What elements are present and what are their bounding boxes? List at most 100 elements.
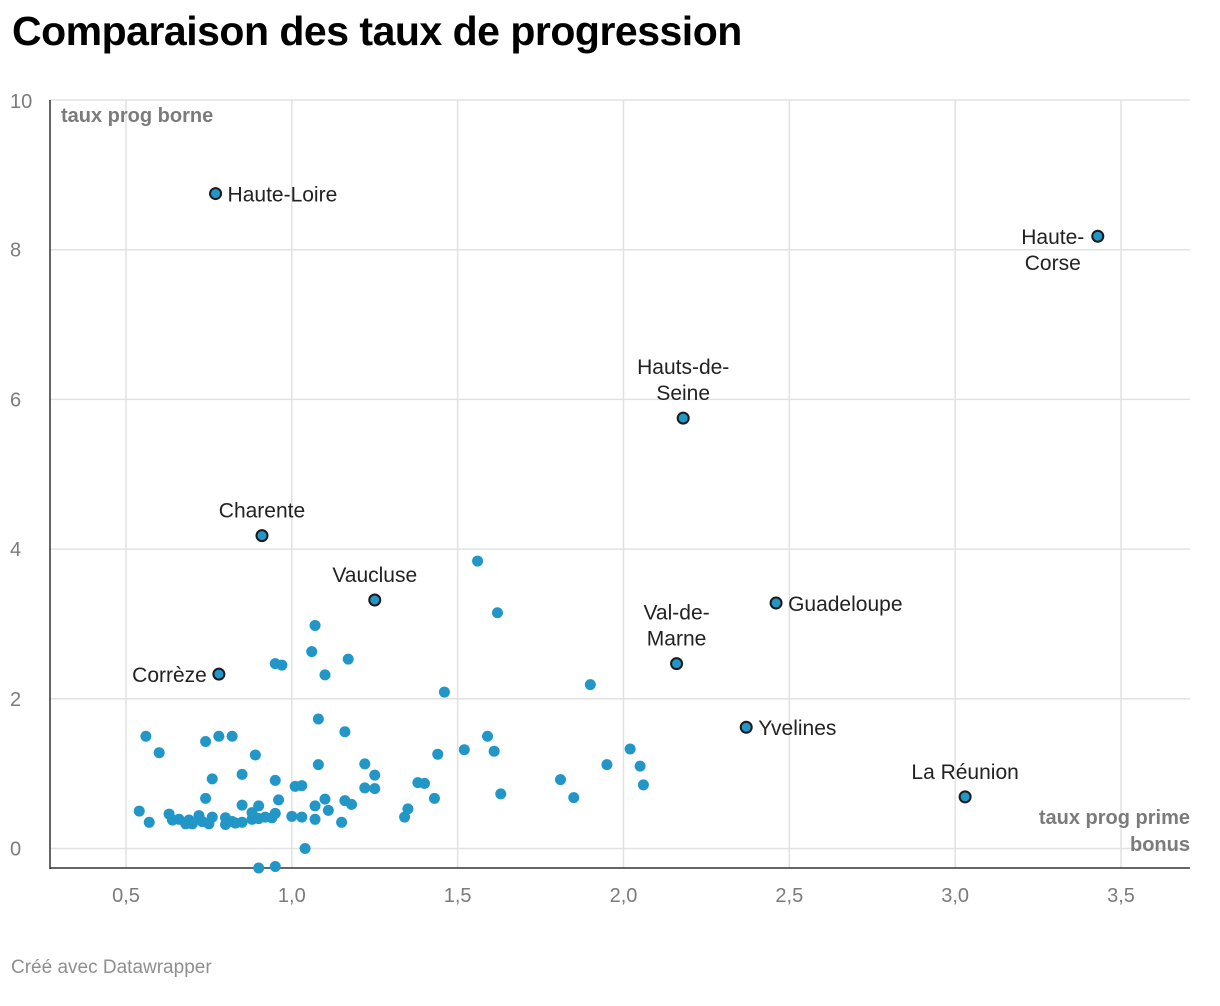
point-label: Yvelines — [758, 717, 836, 740]
highlighted-points — [209, 187, 1105, 804]
data-point — [346, 798, 358, 810]
y-tick-label: 2 — [10, 689, 21, 711]
data-point — [624, 743, 636, 755]
data-point — [269, 774, 281, 786]
x-tick-label: 1,5 — [444, 885, 472, 907]
point-label: Vaucluse — [332, 564, 417, 587]
y-axis-title: taux prog borne — [61, 105, 213, 127]
data-point — [601, 759, 613, 771]
data-point — [568, 792, 580, 804]
data-point — [458, 744, 470, 756]
point-labels: Haute-Loire Haute-Corse Hauts-de-Seine Char… — [132, 184, 1084, 784]
y-tick-label: 0 — [10, 839, 21, 861]
point-label: Haute-Corse — [1021, 226, 1084, 275]
y-tick-label: 6 — [10, 389, 21, 411]
data-point — [140, 730, 152, 742]
highlighted-point — [676, 411, 690, 425]
data-point — [153, 747, 165, 759]
credit-text: Créé avec Datawrapper — [11, 957, 212, 978]
y-tick-label: 8 — [10, 240, 21, 262]
data-point — [584, 679, 596, 691]
highlighted-point — [769, 596, 783, 610]
data-point — [491, 607, 503, 619]
highlighted-point — [255, 529, 269, 543]
data-point — [342, 653, 354, 665]
data-point — [359, 782, 371, 794]
x-tick-label: 1,0 — [278, 885, 306, 907]
data-point — [266, 812, 278, 824]
data-point — [133, 805, 145, 817]
data-point — [634, 760, 646, 772]
highlighted-point — [958, 790, 972, 804]
data-point — [309, 800, 321, 812]
data-point — [200, 735, 212, 747]
x-tick-label: 2,0 — [610, 885, 638, 907]
data-point — [419, 777, 430, 789]
data-point — [273, 794, 285, 806]
data-point — [299, 843, 311, 854]
data-point — [402, 803, 414, 815]
point-label: Haute-Loire — [228, 184, 338, 207]
data-point — [309, 619, 321, 631]
data-point — [432, 748, 444, 760]
highlighted-point — [209, 187, 223, 201]
data-point — [336, 816, 348, 828]
data-point — [554, 774, 566, 786]
data-point — [203, 818, 215, 830]
data-point — [296, 811, 308, 823]
data-point — [206, 773, 218, 785]
data-point — [236, 799, 248, 811]
data-point — [482, 730, 494, 742]
data-point — [339, 726, 351, 738]
chart-title: Comparaison des taux de progression — [12, 8, 742, 54]
data-point — [306, 646, 318, 658]
data-point — [276, 659, 288, 671]
x-tick-label: 3,0 — [941, 885, 969, 907]
x-axis-title: taux prog prime bonus — [1039, 807, 1190, 856]
point-label: Hauts-de-Seine — [637, 356, 729, 405]
data-point — [236, 768, 248, 780]
data-point — [249, 749, 261, 761]
data-point — [253, 800, 265, 812]
data-point — [472, 555, 484, 567]
data-point — [322, 804, 334, 816]
highlighted-point — [739, 720, 753, 734]
y-tick-label: 4 — [10, 539, 21, 561]
data-point — [319, 669, 331, 681]
x-tick-label: 3,5 — [1107, 885, 1135, 907]
data-point — [296, 780, 308, 792]
data-point — [213, 730, 225, 742]
data-point — [180, 818, 192, 830]
point-label: Val-de-Marne — [643, 602, 709, 651]
highlighted-point — [212, 667, 226, 681]
highlighted-point — [670, 657, 684, 671]
data-points — [133, 555, 649, 874]
data-point — [319, 793, 331, 805]
data-point — [229, 817, 241, 829]
data-point — [143, 816, 155, 828]
data-point — [253, 862, 265, 874]
data-point — [309, 813, 321, 825]
data-point — [246, 813, 258, 825]
data-point — [200, 792, 212, 804]
data-point — [369, 769, 381, 781]
data-point — [488, 745, 500, 757]
y-axis-ticks: 0 2 4 6 8 10 — [10, 91, 32, 861]
data-point — [359, 758, 371, 770]
data-point — [312, 759, 324, 771]
y-tick-label: 10 — [10, 91, 32, 113]
data-point — [166, 814, 178, 826]
point-label: La Réunion — [911, 761, 1018, 784]
data-point — [286, 810, 298, 822]
data-point — [637, 779, 649, 791]
point-label: Guadeloupe — [788, 593, 902, 616]
data-point — [369, 783, 381, 795]
data-point — [269, 860, 281, 872]
data-point — [428, 792, 440, 804]
x-tick-label: 0,5 — [112, 885, 140, 907]
data-point — [220, 819, 231, 831]
highlighted-point — [368, 593, 382, 607]
data-point — [312, 713, 324, 725]
highlighted-point — [1091, 229, 1105, 243]
